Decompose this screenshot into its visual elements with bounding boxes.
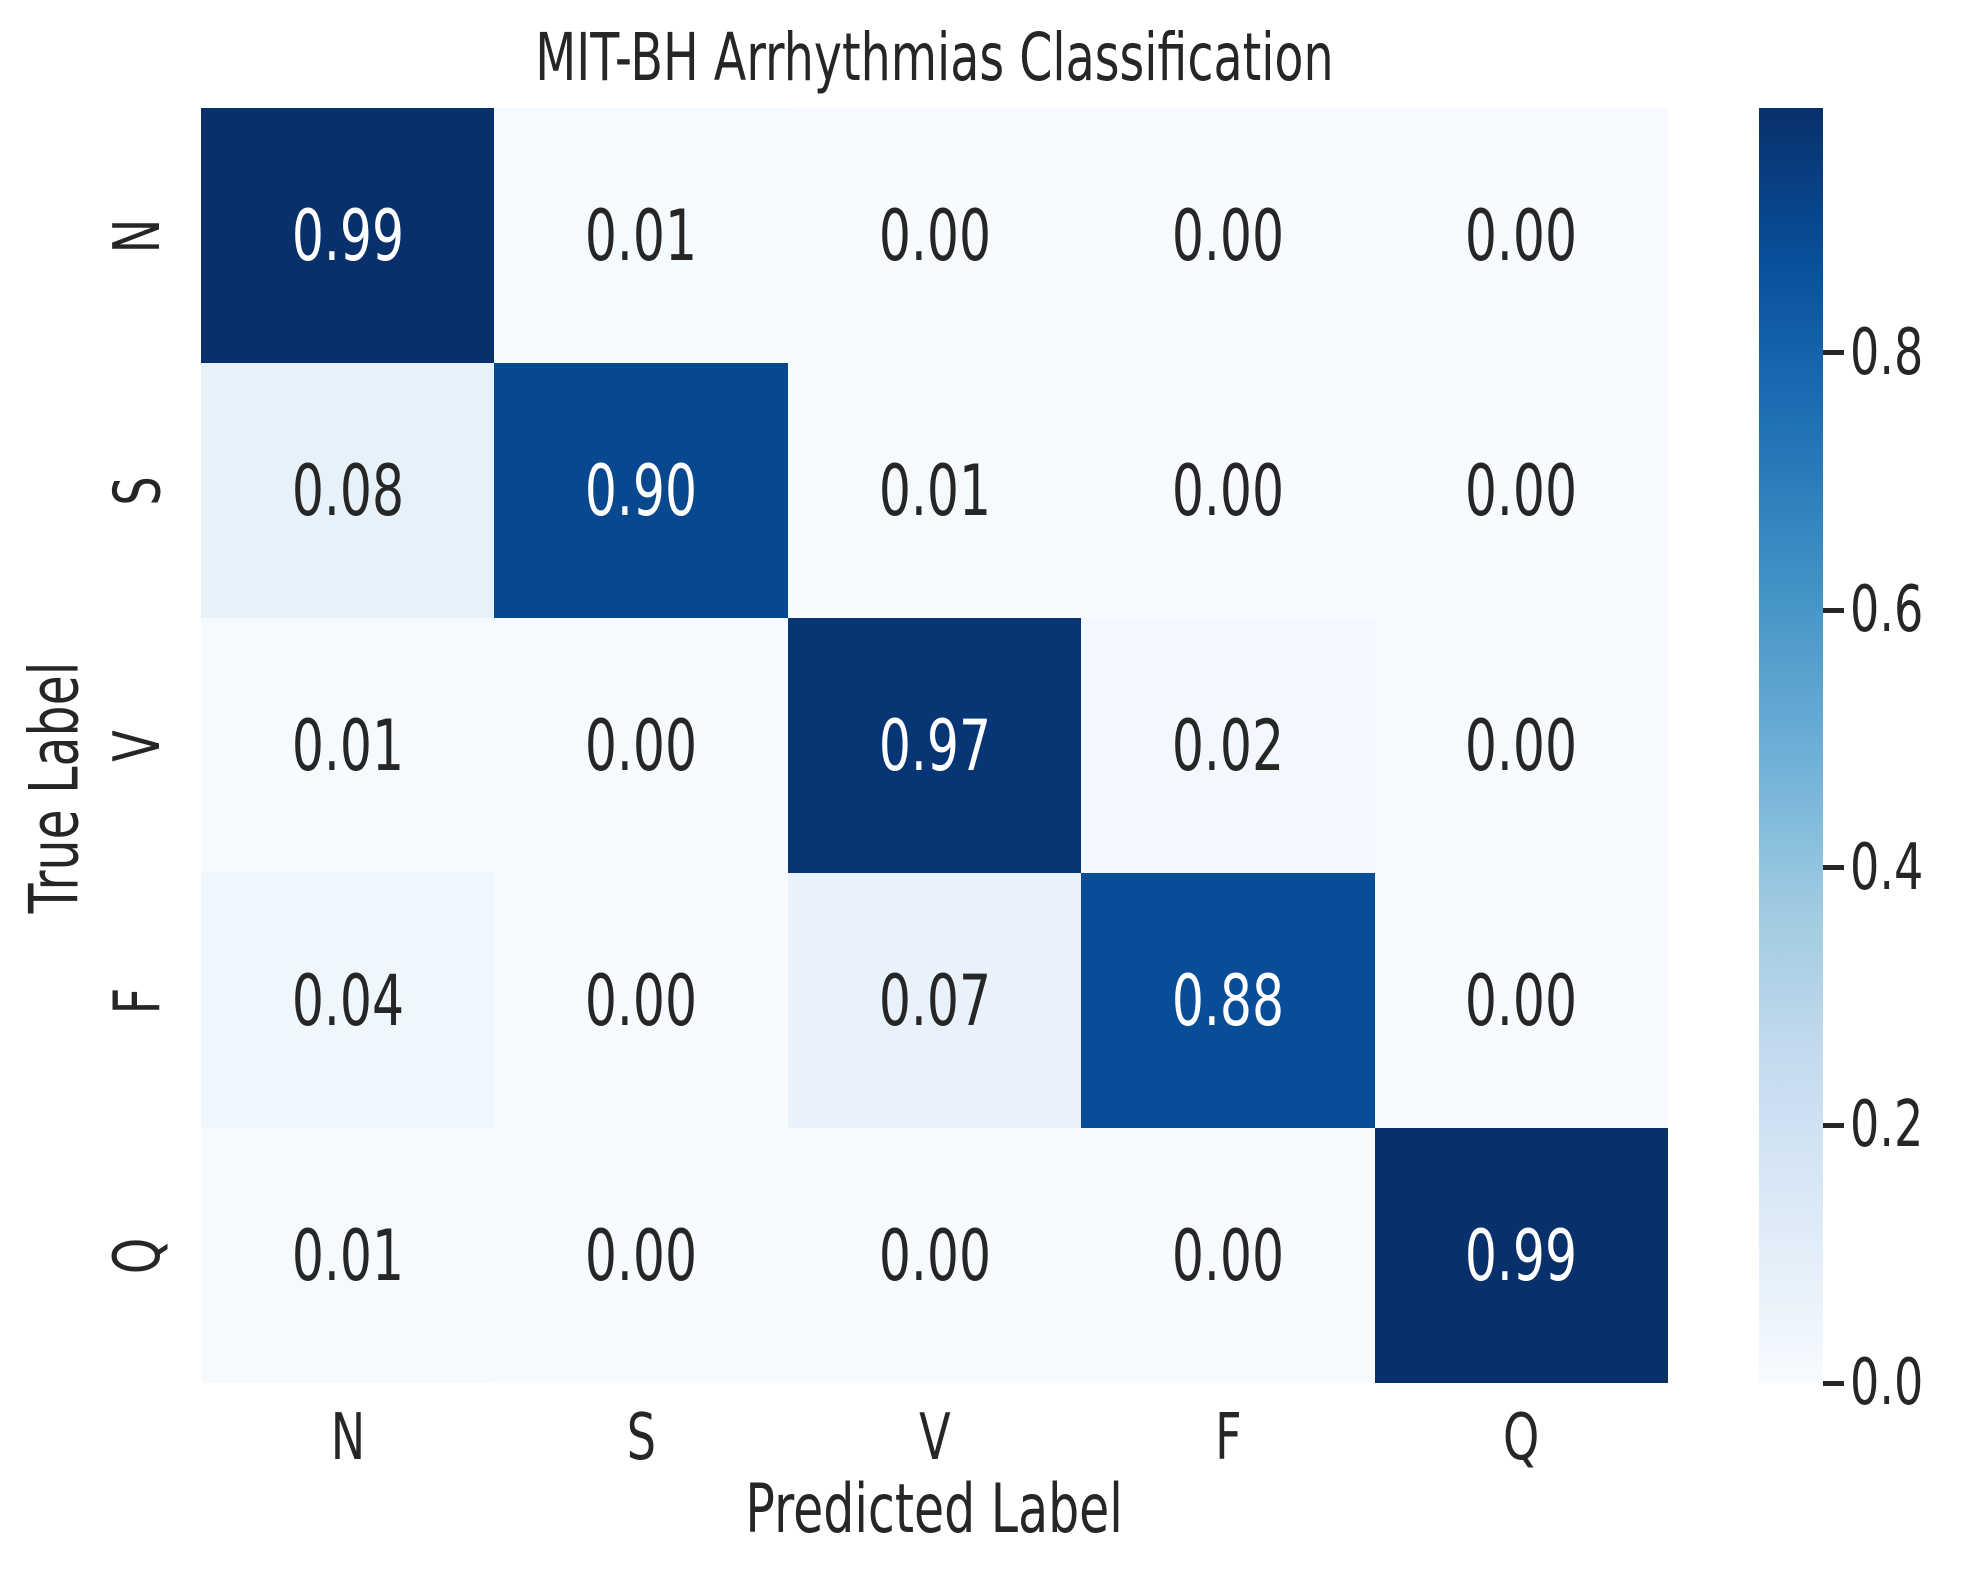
heatmap-cell-value: 0.01 (878, 449, 991, 532)
heatmap-cell-value: 0.00 (584, 1214, 698, 1297)
heatmap-cell-value: 0.90 (584, 449, 698, 532)
heatmap-cell: 0.99 (201, 108, 495, 363)
y-axis-ticks: N S V F Q (72, 108, 204, 1383)
heatmap-cell: 0.01 (201, 618, 495, 873)
heatmap-cell: 0.00 (1374, 363, 1668, 618)
heatmap-cell-value: 0.97 (878, 704, 991, 787)
heatmap-cell-value: 0.08 (291, 449, 404, 532)
heatmap-cell-value: 0.07 (878, 959, 991, 1042)
heatmap-cell-value: 0.00 (1465, 194, 1578, 277)
colorbar-tick: 0.2 (1823, 1088, 1952, 1162)
x-axis-label: Predicted Label (201, 1470, 1668, 1549)
colorbar-tick: 0.4 (1823, 831, 1952, 905)
colorbar-tick-label: 0.4 (1850, 830, 1924, 905)
colorbar-tick-label: 0.0 (1850, 1346, 1924, 1420)
heatmap-cell-value: 0.99 (1465, 1214, 1578, 1297)
heatmap: 0.99 0.01 0.00 0.00 0.00 0.08 0.90 0.01 0.00 0.00… (201, 108, 1668, 1383)
heatmap-cell: 0.04 (201, 873, 495, 1128)
heatmap-cell: 0.01 (494, 108, 788, 363)
x-tick-label: Q (1375, 1385, 1668, 1491)
heatmap-cell: 0.08 (201, 363, 495, 618)
x-tick-label-text: Q (1503, 1401, 1540, 1475)
y-tick-label: N (72, 108, 204, 363)
x-tick-label-text: S (626, 1401, 656, 1475)
x-tick-label: N (201, 1385, 494, 1491)
y-tick-label: V (72, 618, 204, 873)
colorbar-tick: 0.0 (1823, 1346, 1952, 1420)
heatmap-cell: 0.02 (1081, 618, 1375, 873)
colorbar-ticks: 0.0 0.2 0.4 0.6 0.8 (1823, 108, 1979, 1420)
heatmap-cell: 0.00 (1081, 108, 1375, 363)
y-tick-label: S (72, 363, 204, 618)
heatmap-cell-value: 0.00 (584, 704, 698, 787)
colorbar-tick-mark (1823, 607, 1844, 613)
heatmap-cell-value: 0.00 (878, 194, 991, 277)
colorbar-tick-mark (1823, 1122, 1844, 1128)
heatmap-cell: 0.00 (1081, 363, 1375, 618)
heatmap-cell-value: 0.00 (878, 1214, 991, 1297)
y-tick-label-text: S (101, 475, 175, 506)
heatmap-cell-value: 0.00 (1465, 959, 1578, 1042)
x-axis-label-text: Predicted Label (745, 1470, 1124, 1549)
heatmap-cell-value: 0.00 (1171, 194, 1284, 277)
heatmap-cell: 0.00 (494, 618, 788, 873)
colorbar-tick-mark (1823, 350, 1844, 356)
heatmap-cell-value: 0.88 (1171, 959, 1284, 1042)
heatmap-cell-value: 0.99 (291, 194, 404, 277)
heatmap-cell-value: 0.01 (291, 704, 404, 787)
heatmap-cell: 0.00 (787, 1128, 1082, 1383)
y-tick-label-text: V (101, 729, 175, 762)
heatmap-cell-value: 0.00 (584, 959, 698, 1042)
colorbar-tick: 0.8 (1823, 316, 1952, 390)
heatmap-cell: 0.90 (494, 363, 788, 618)
heatmap-cell: 0.99 (1374, 1128, 1668, 1383)
y-tick-label-text: N (101, 218, 175, 253)
heatmap-cell-value: 0.01 (291, 1214, 404, 1297)
colorbar-tick-mark (1823, 1380, 1844, 1386)
heatmap-cell: 0.00 (1374, 873, 1668, 1128)
colorbar-tick-label: 0.6 (1850, 573, 1924, 648)
colorbar-tick-mark (1823, 865, 1844, 871)
x-tick-label-text: N (330, 1401, 365, 1475)
chart-title-text: MIT-BH Arrhythmias Classification (535, 19, 1334, 96)
heatmap-cell: 0.88 (1081, 873, 1375, 1128)
chart-title: MIT-BH Arrhythmias Classification (201, 19, 1668, 96)
colorbar (1759, 108, 1823, 1383)
heatmap-cell: 0.00 (494, 873, 788, 1128)
heatmap-cell: 0.00 (494, 1128, 788, 1383)
heatmap-cell-value: 0.04 (291, 959, 404, 1042)
x-tick-label: V (788, 1385, 1081, 1491)
x-tick-label: F (1081, 1385, 1374, 1491)
y-tick-label: Q (72, 1128, 204, 1383)
heatmap-cell: 0.01 (787, 363, 1082, 618)
y-tick-label-text: F (101, 987, 175, 1014)
y-tick-label-text: Q (101, 1237, 175, 1274)
heatmap-cell-value: 0.01 (584, 194, 698, 277)
heatmap-cell: 0.07 (787, 873, 1082, 1128)
heatmap-cell: 0.00 (1081, 1128, 1375, 1383)
heatmap-cell: 0.01 (201, 1128, 495, 1383)
heatmap-cell: 0.00 (1374, 108, 1668, 363)
x-tick-label-text: V (918, 1401, 951, 1475)
heatmap-cell-value: 0.00 (1171, 449, 1284, 532)
heatmap-cell: 0.00 (1374, 618, 1668, 873)
colorbar-tick-label: 0.8 (1850, 315, 1924, 390)
x-tick-label: S (494, 1385, 787, 1491)
colorbar-tick-label: 0.2 (1850, 1088, 1924, 1163)
heatmap-cell-value: 0.02 (1171, 704, 1284, 787)
heatmap-cell-value: 0.00 (1171, 1214, 1284, 1297)
x-tick-label-text: F (1214, 1401, 1242, 1475)
colorbar-tick: 0.6 (1823, 573, 1952, 647)
heatmap-cell: 0.97 (787, 618, 1082, 873)
heatmap-cell-value: 0.00 (1465, 449, 1578, 532)
heatmap-cell-value: 0.00 (1465, 704, 1578, 787)
heatmap-cell: 0.00 (787, 108, 1082, 363)
y-tick-label: F (72, 873, 204, 1128)
